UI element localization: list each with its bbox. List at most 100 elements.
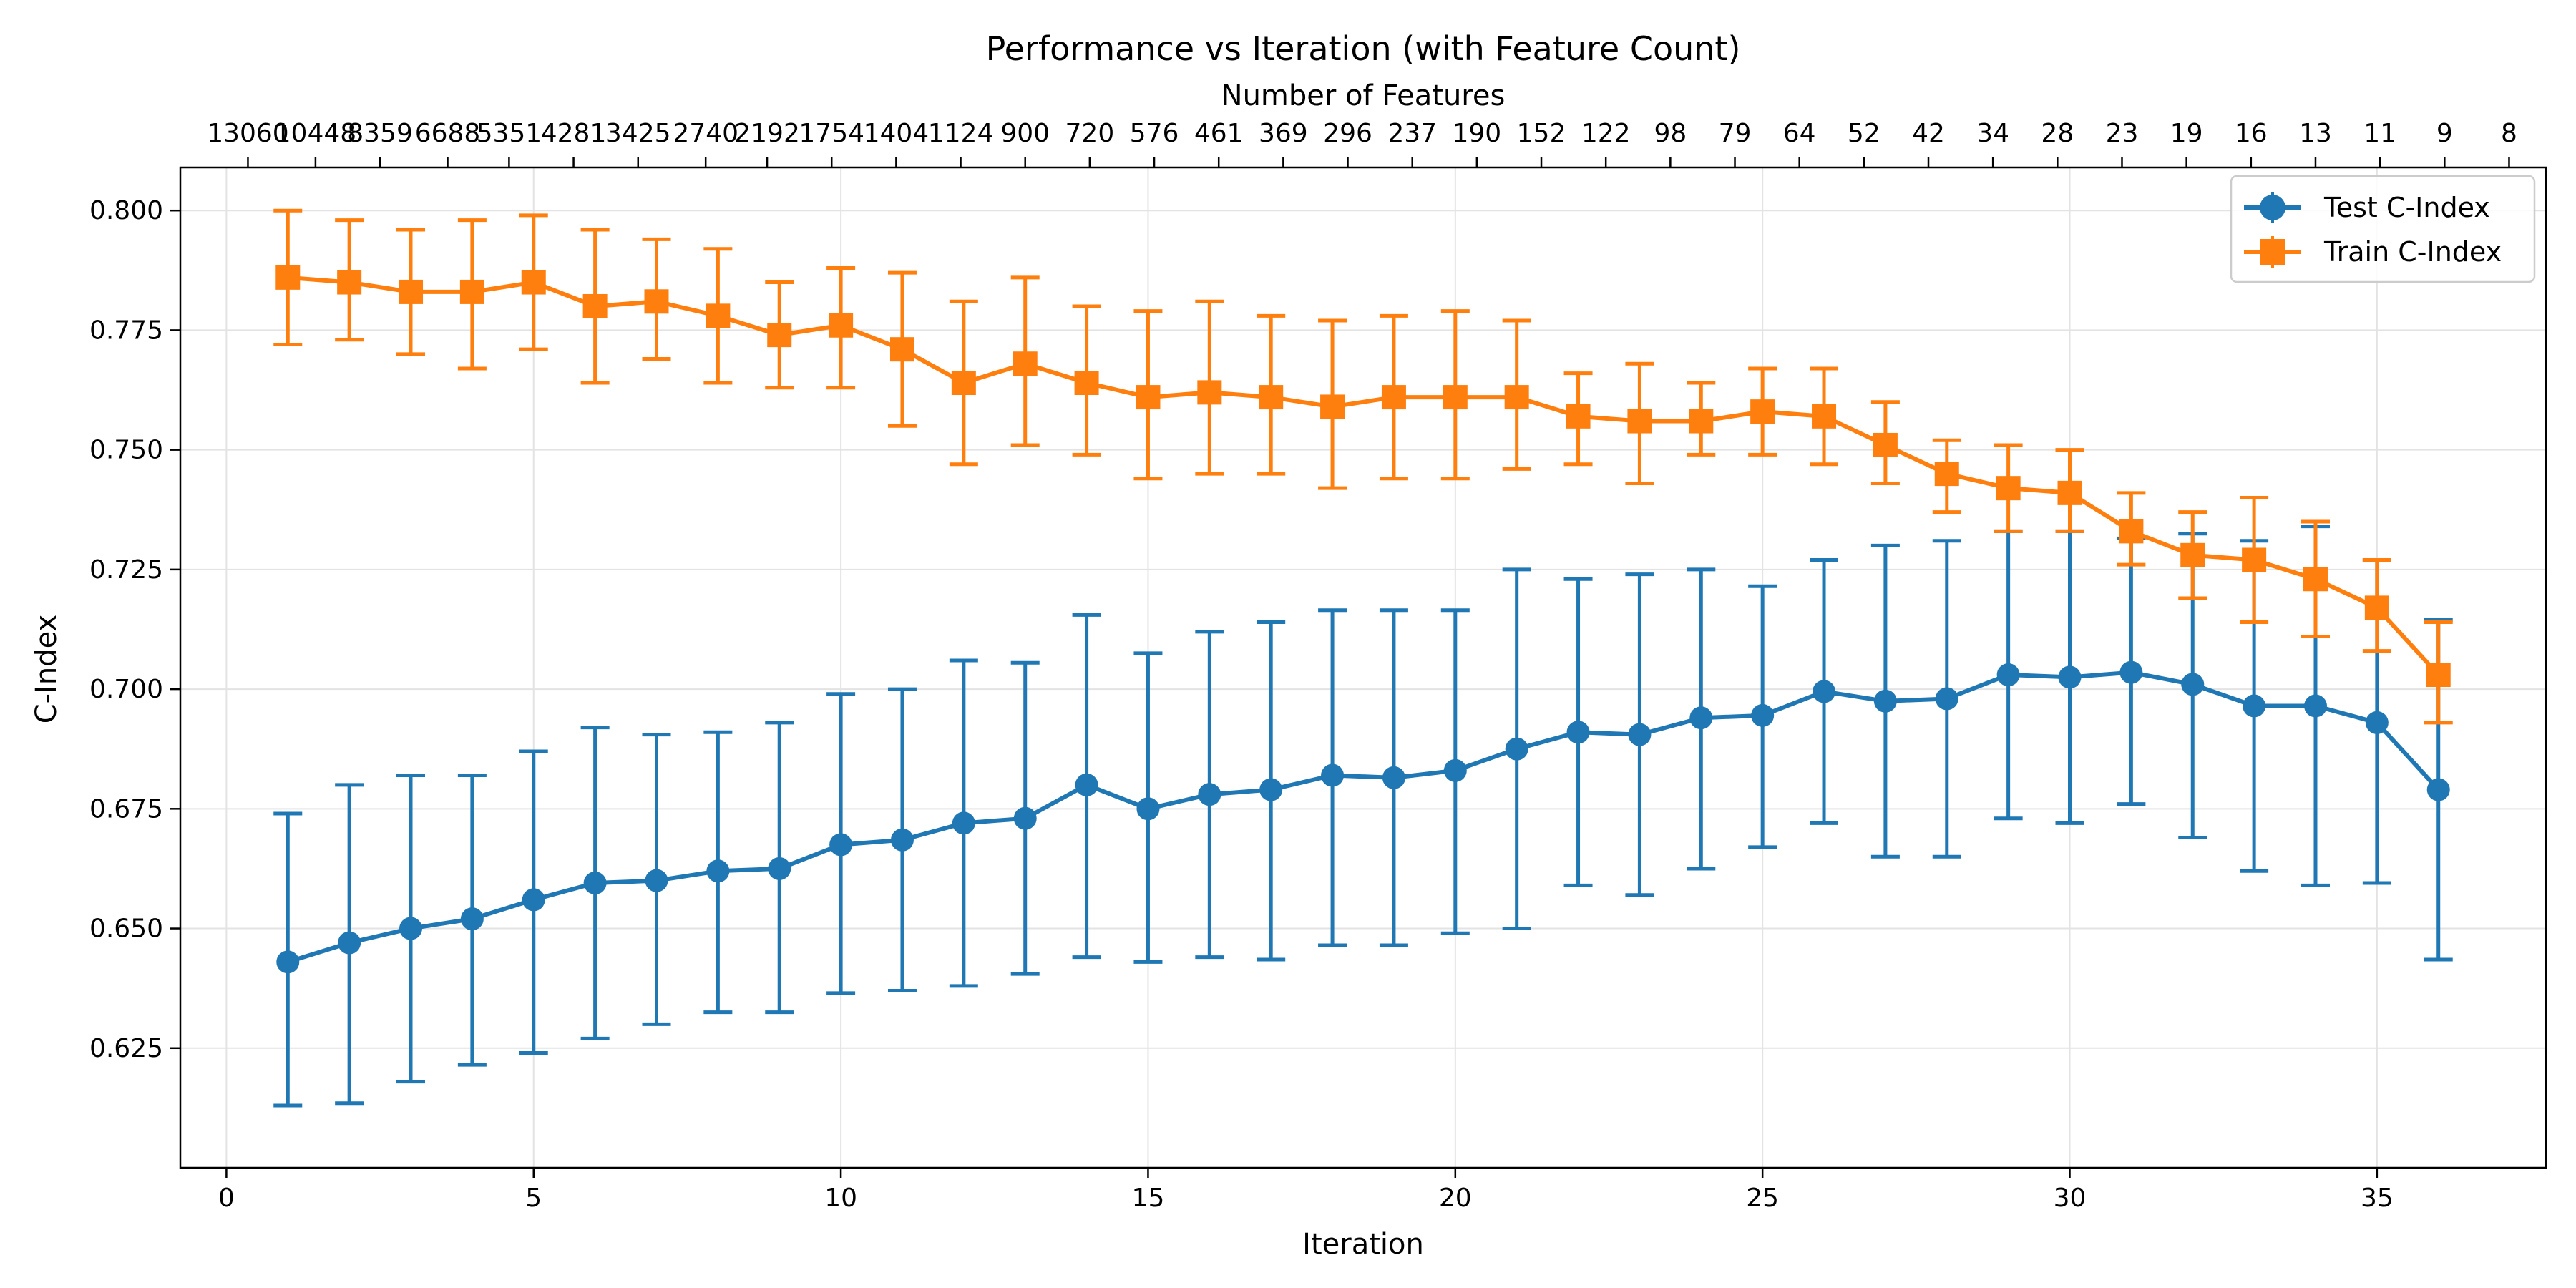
top-tick-label: 52 — [1848, 119, 1880, 148]
data-point — [2303, 694, 2327, 718]
legend: Test C-Index Train C-Index — [2230, 175, 2536, 283]
series-line — [288, 275, 2440, 677]
data-point — [1996, 663, 2020, 687]
legend-marker-train — [2260, 239, 2285, 265]
top-tick-label: 8359 — [347, 119, 413, 148]
data-point — [1873, 432, 1898, 457]
x-tick-label: 25 — [1746, 1184, 1779, 1213]
data-point — [1627, 409, 1652, 434]
data-point — [399, 279, 424, 304]
data-point — [706, 303, 731, 328]
data-point — [1996, 476, 2021, 501]
top-tick-label: 28 — [2041, 119, 2074, 148]
data-point — [1136, 385, 1161, 410]
data-point — [1198, 783, 1221, 806]
legend-item-train: Train C-Index — [2244, 236, 2502, 268]
data-point — [1566, 404, 1591, 429]
x-tick-label: 10 — [824, 1184, 857, 1213]
data-point — [706, 859, 730, 883]
y-tick-label: 0.800 — [89, 196, 163, 225]
data-point — [1136, 797, 1160, 821]
data-point — [1443, 385, 1468, 410]
data-point — [1259, 778, 1283, 801]
top-tick-label: 461 — [1194, 119, 1244, 148]
data-point — [829, 313, 854, 338]
data-point — [829, 833, 853, 857]
y-tick-label: 0.675 — [89, 794, 163, 824]
data-point — [1013, 806, 1037, 830]
data-point — [890, 828, 914, 852]
top-tick-label: 42 — [1912, 119, 1945, 148]
data-point — [460, 907, 484, 931]
top-tick-label: 13060 — [207, 119, 289, 148]
data-point — [951, 371, 976, 396]
y-tick-label: 0.650 — [89, 914, 163, 944]
y-axis-title: C-Index — [30, 615, 63, 723]
data-point — [2119, 519, 2144, 544]
data-point — [645, 869, 668, 892]
data-point — [2243, 694, 2266, 718]
y-tick-label: 0.775 — [89, 316, 163, 345]
top-tick-label: 1754 — [799, 119, 864, 148]
top-tick-label: 1124 — [928, 119, 994, 148]
y-tick-label: 0.700 — [89, 675, 163, 704]
x-tick-label: 30 — [2054, 1184, 2087, 1213]
top-tick-label: 5351 — [477, 119, 542, 148]
data-point — [2426, 778, 2450, 801]
data-point — [2364, 595, 2389, 620]
y-tick-label: 0.725 — [89, 555, 163, 585]
top-tick-label: 13 — [2299, 119, 2332, 148]
top-tick-label: 64 — [1783, 119, 1816, 148]
data-point — [1074, 371, 1099, 396]
data-point — [2181, 673, 2205, 696]
data-point — [1935, 687, 1958, 711]
top-tick-label: 900 — [1000, 119, 1050, 148]
axes: 0 5 10 15 20 25 30 35 0.625 0.650 0.675 0.700 0.725 0… — [89, 119, 2517, 1213]
top-tick-label: 16 — [2235, 119, 2268, 148]
legend-marker-test — [2260, 195, 2285, 220]
chart-title: Performance vs Iteration (with Feature C… — [986, 29, 1741, 68]
data-point — [1321, 763, 1345, 787]
legend-item-test: Test C-Index — [2244, 192, 2490, 223]
top-tick-label: 1404 — [864, 119, 930, 148]
data-point — [1013, 351, 1038, 376]
top-tick-label: 10448 — [275, 119, 357, 148]
top-tick-label: 152 — [1517, 119, 1566, 148]
legend-label-test: Test C-Index — [2323, 192, 2490, 223]
data-point — [1812, 404, 1837, 429]
data-point — [2058, 665, 2082, 689]
data-point — [337, 270, 362, 295]
data-point — [767, 323, 792, 348]
data-point — [1934, 462, 1959, 487]
data-point — [338, 931, 361, 955]
top-tick-label: 23 — [2106, 119, 2139, 148]
data-point — [889, 337, 914, 362]
x-tick-label: 15 — [1132, 1184, 1165, 1213]
data-point — [2119, 660, 2143, 684]
x-tick-label: 20 — [1439, 1184, 1472, 1213]
x-axis-title: Iteration — [1302, 1228, 1424, 1261]
data-point — [276, 950, 300, 974]
data-point — [768, 857, 791, 880]
top-tick-label: 34 — [1976, 119, 2009, 148]
plot-area — [179, 166, 2547, 1169]
data-point — [1504, 385, 1529, 410]
top-tick-label: 3425 — [605, 119, 671, 148]
y-tick-label: 0.750 — [89, 436, 163, 465]
top-tick-label: 2192 — [734, 119, 800, 148]
data-point — [399, 917, 423, 940]
data-point — [1320, 394, 1345, 419]
legend-label-train: Train C-Index — [2323, 236, 2502, 268]
data-point — [459, 279, 484, 304]
top-tick-label: 79 — [1719, 119, 1752, 148]
data-point — [1259, 385, 1284, 410]
top-tick-label: 2740 — [673, 119, 738, 148]
top-tick-label: 369 — [1259, 119, 1308, 148]
top-tick-label: 576 — [1130, 119, 1179, 148]
x-tick-label: 35 — [2361, 1184, 2394, 1213]
series-test — [273, 525, 2453, 1108]
data-point — [1075, 773, 1098, 796]
top-tick-label: 190 — [1453, 119, 1502, 148]
data-point — [1443, 758, 1467, 782]
